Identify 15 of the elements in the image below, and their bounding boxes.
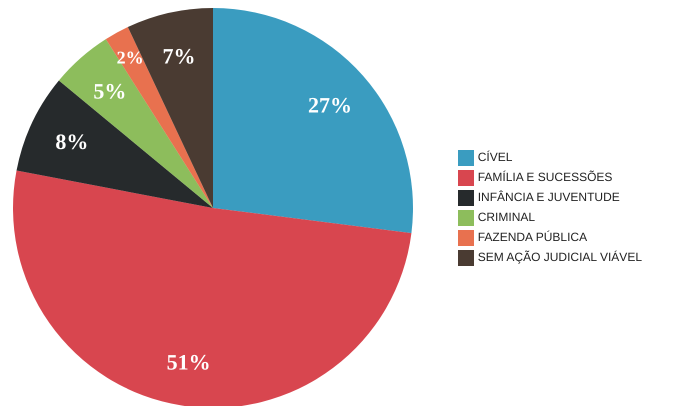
legend-label: INFÂNCIA E JUVENTUDE <box>478 190 620 204</box>
legend-label: CÍVEL <box>478 150 512 164</box>
data-label: 27% <box>308 92 352 118</box>
pie-slice <box>13 170 412 406</box>
data-label: 5% <box>93 78 126 104</box>
data-label: 7% <box>162 43 196 68</box>
data-label: 2% <box>116 47 144 68</box>
pie-slice <box>213 8 413 234</box>
legend-label: FAMÍLIA E SUCESSÕES <box>478 170 612 184</box>
pie-slice <box>16 80 213 208</box>
legend-label: CRIMINAL <box>478 210 536 224</box>
data-label: 51% <box>166 350 211 375</box>
legend-label: FAZENDA PÚBLICA <box>478 230 588 244</box>
data-label: 8% <box>55 129 88 154</box>
legend-label: SEM AÇÃO JUDICIAL VIÁVEL <box>478 250 642 264</box>
